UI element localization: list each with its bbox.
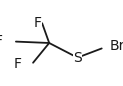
Text: F: F [14, 57, 22, 71]
Text: F: F [33, 16, 42, 30]
Text: S: S [73, 51, 82, 65]
Text: Br: Br [110, 39, 123, 53]
Text: F: F [0, 34, 3, 48]
